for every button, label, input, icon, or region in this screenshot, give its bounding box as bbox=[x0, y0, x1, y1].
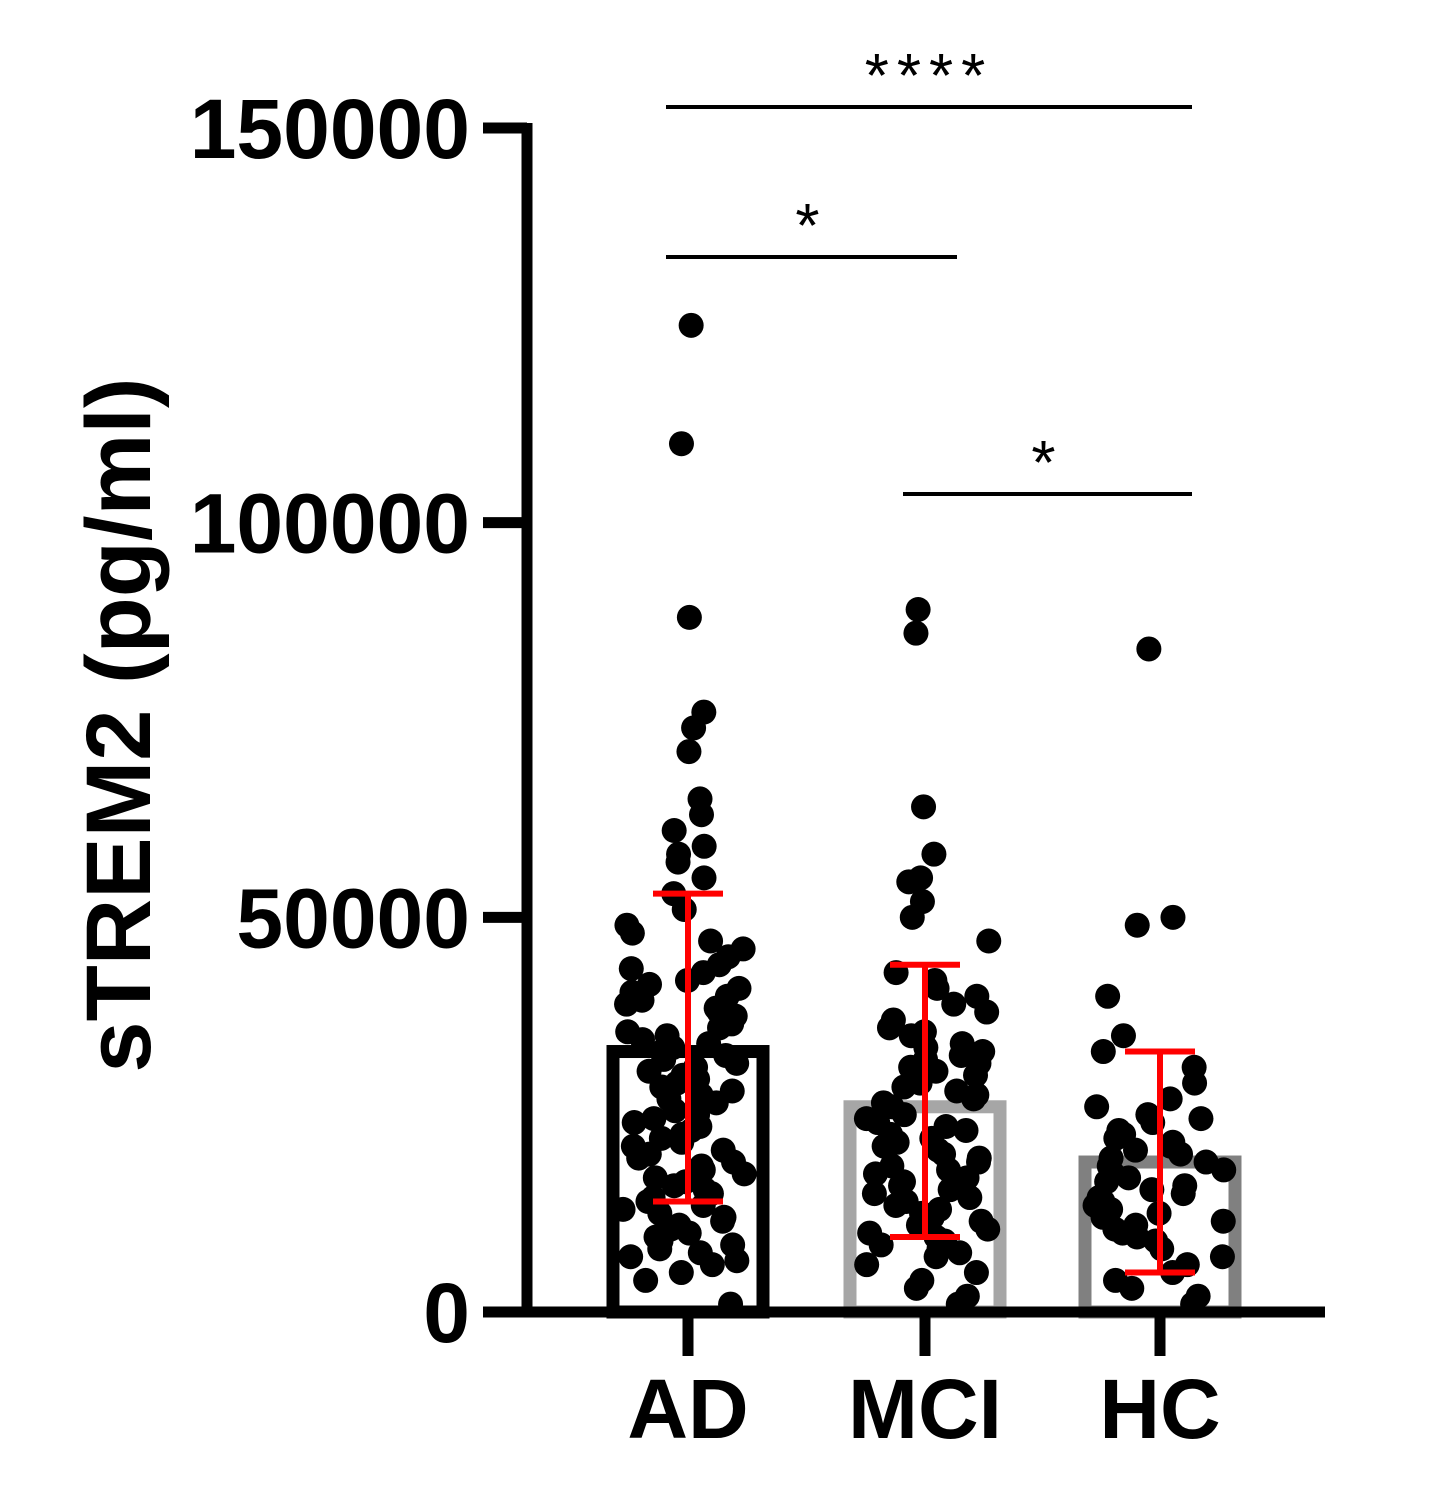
data-point-hc bbox=[1160, 904, 1186, 930]
data-point-ad bbox=[671, 896, 697, 922]
data-point-hc bbox=[1119, 1275, 1145, 1301]
data-point-ad bbox=[647, 1236, 673, 1262]
data-point-hc bbox=[1170, 1181, 1196, 1207]
x-category-label: MCI bbox=[848, 1362, 1002, 1456]
data-point-ad bbox=[633, 1267, 659, 1293]
data-point-mci bbox=[924, 975, 950, 1001]
significance-label: * bbox=[795, 192, 827, 261]
data-point-hc bbox=[1124, 1224, 1150, 1250]
data-point-mci bbox=[923, 1244, 949, 1270]
data-point-ad bbox=[731, 1161, 757, 1187]
data-point-ad bbox=[661, 1173, 687, 1199]
data-point-hc bbox=[1122, 1137, 1148, 1163]
data-point-mci bbox=[921, 841, 947, 867]
data-point-ad bbox=[641, 1106, 667, 1132]
data-point-mci bbox=[974, 999, 1000, 1025]
data-point-ad bbox=[678, 312, 704, 338]
data-point-hc bbox=[1188, 1106, 1214, 1132]
data-point-ad bbox=[676, 604, 702, 630]
data-point-ad bbox=[661, 818, 687, 844]
data-point-hc bbox=[1124, 912, 1150, 938]
data-point-mci bbox=[963, 1260, 989, 1286]
data-point-hc bbox=[1157, 1086, 1183, 1112]
data-point-mci bbox=[871, 1133, 897, 1159]
y-tick-label: 0 bbox=[423, 1266, 470, 1360]
data-point-mci bbox=[854, 1252, 880, 1278]
data-point-mci bbox=[953, 1117, 979, 1143]
data-point-mci bbox=[862, 1161, 888, 1187]
data-point-mci bbox=[957, 1185, 983, 1211]
data-point-hc bbox=[1168, 1141, 1194, 1167]
data-point-hc bbox=[1103, 1125, 1129, 1151]
data-point-ad bbox=[676, 1220, 702, 1246]
data-point-mci bbox=[941, 991, 967, 1017]
data-point-ad bbox=[668, 1260, 694, 1286]
data-point-ad bbox=[690, 1157, 716, 1183]
data-point-ad bbox=[618, 1244, 644, 1270]
data-point-ad bbox=[691, 865, 717, 891]
data-point-mci bbox=[905, 596, 931, 622]
data-point-mci bbox=[903, 1275, 929, 1301]
data-point-ad bbox=[630, 1027, 656, 1053]
data-point-mci bbox=[899, 904, 925, 930]
y-tick-label: 50000 bbox=[236, 871, 470, 965]
y-tick-label: 100000 bbox=[190, 477, 470, 571]
data-point-ad bbox=[614, 991, 640, 1017]
data-point-hc bbox=[1209, 1244, 1235, 1270]
error-bars-layer bbox=[653, 890, 1195, 1276]
data-point-ad bbox=[676, 739, 702, 765]
data-point-hc bbox=[1136, 636, 1162, 662]
data-point-mci bbox=[963, 1062, 989, 1088]
data-point-hc bbox=[1211, 1157, 1237, 1183]
data-point-hc bbox=[1084, 1094, 1110, 1120]
data-point-mci bbox=[891, 1102, 917, 1128]
data-point-ad bbox=[668, 431, 694, 457]
data-point-ad bbox=[691, 833, 717, 859]
data-point-mci bbox=[861, 1181, 887, 1207]
data-point-mci bbox=[975, 1216, 1001, 1242]
axes-layer: 0 50000 100000 150000 AD MCI HC bbox=[190, 82, 1325, 1456]
data-point-mci bbox=[903, 620, 929, 646]
data-point-ad bbox=[618, 956, 644, 982]
data-point-ad bbox=[610, 1196, 636, 1222]
data-point-mci bbox=[937, 1177, 963, 1203]
data-point-hc bbox=[1116, 1165, 1142, 1191]
significance-label: **** bbox=[865, 42, 994, 111]
data-point-mci bbox=[961, 1086, 987, 1112]
data-point-ad bbox=[681, 715, 707, 741]
data-point-ad bbox=[665, 849, 691, 875]
significance-layer: ****** bbox=[666, 42, 1192, 498]
data-point-hc bbox=[1090, 1039, 1116, 1065]
data-point-mci bbox=[883, 1192, 909, 1218]
data-point-ad bbox=[619, 920, 645, 946]
data-point-mci bbox=[896, 869, 922, 895]
x-category-label: AD bbox=[627, 1362, 748, 1456]
data-point-hc bbox=[1182, 1070, 1208, 1096]
data-point-mci bbox=[868, 1232, 894, 1258]
data-point-mci bbox=[911, 794, 937, 820]
data-point-ad bbox=[698, 928, 724, 954]
data-point-mci bbox=[976, 928, 1002, 954]
data-point-ad bbox=[642, 1165, 668, 1191]
x-category-label: HC bbox=[1099, 1362, 1220, 1456]
data-point-ad bbox=[724, 1050, 750, 1076]
data-point-mci bbox=[891, 1074, 917, 1100]
data-point-ad bbox=[724, 1248, 750, 1274]
significance-label: * bbox=[1031, 429, 1063, 498]
data-point-ad bbox=[626, 1145, 652, 1171]
data-point-ad bbox=[621, 1110, 647, 1136]
data-point-mci bbox=[876, 1015, 902, 1041]
data-point-hc bbox=[1095, 983, 1121, 1009]
data-point-hc bbox=[1110, 1023, 1136, 1049]
data-point-ad bbox=[688, 802, 714, 828]
data-point-ad bbox=[662, 1098, 688, 1124]
data-point-ad bbox=[710, 1208, 736, 1234]
y-tick-label: 150000 bbox=[190, 82, 470, 176]
y-axis-title: sTREM2 (pg/ml) bbox=[68, 377, 170, 1072]
data-point-ad bbox=[699, 1252, 725, 1278]
data-point-hc bbox=[1210, 1208, 1236, 1234]
data-point-mci bbox=[947, 1240, 973, 1266]
